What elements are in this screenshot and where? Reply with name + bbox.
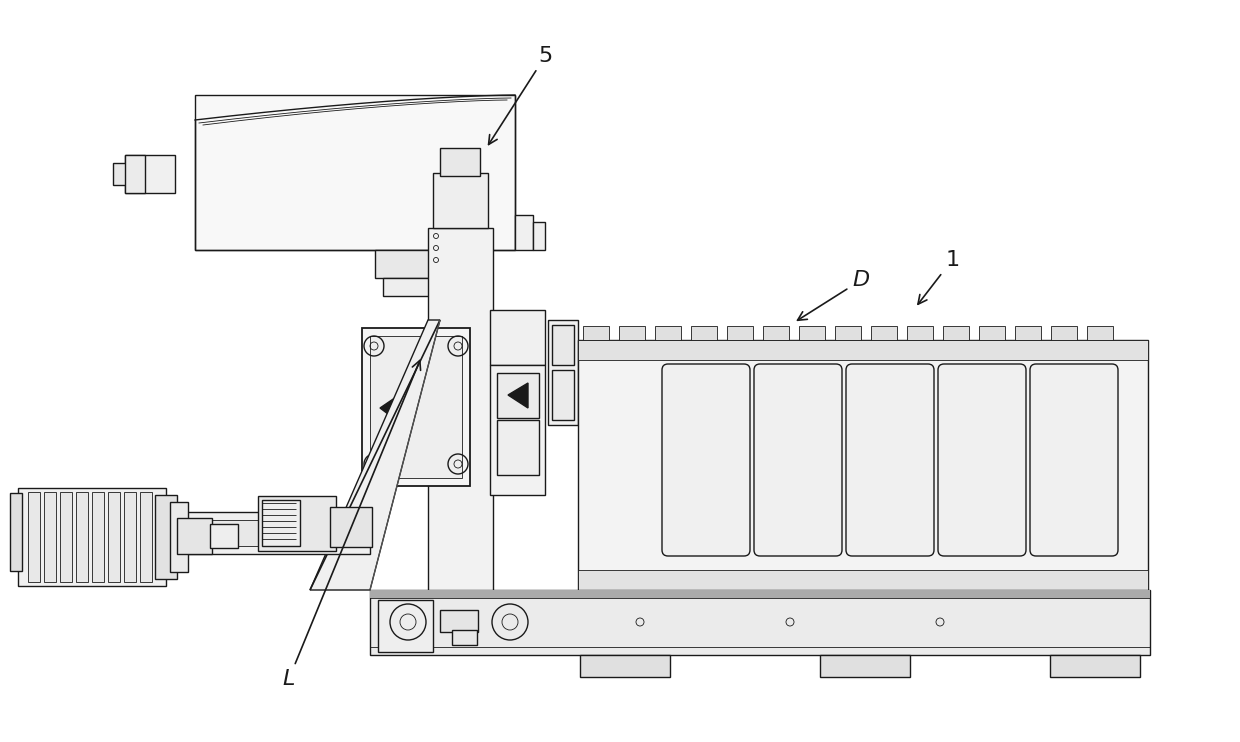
- FancyBboxPatch shape: [662, 364, 750, 556]
- Text: D: D: [797, 271, 869, 321]
- Bar: [124, 492, 136, 582]
- Bar: [140, 492, 153, 582]
- Bar: [1087, 326, 1114, 340]
- Bar: [861, 380, 920, 450]
- Bar: [1052, 326, 1078, 340]
- FancyBboxPatch shape: [754, 364, 842, 556]
- Bar: [768, 460, 828, 525]
- Bar: [1052, 518, 1096, 536]
- Bar: [10, 493, 22, 571]
- Bar: [952, 460, 1012, 525]
- Bar: [676, 380, 737, 450]
- Text: L: L: [283, 361, 420, 689]
- Bar: [29, 492, 40, 582]
- Bar: [533, 222, 546, 250]
- Bar: [552, 325, 574, 365]
- Bar: [490, 310, 546, 365]
- Bar: [113, 163, 128, 185]
- Bar: [497, 373, 539, 418]
- Bar: [980, 326, 1004, 340]
- Bar: [490, 365, 546, 495]
- Bar: [43, 492, 56, 582]
- FancyBboxPatch shape: [846, 364, 934, 556]
- Bar: [691, 326, 717, 340]
- Bar: [799, 326, 825, 340]
- Bar: [76, 492, 88, 582]
- Bar: [684, 518, 728, 536]
- Bar: [378, 600, 433, 652]
- Bar: [258, 496, 336, 551]
- Bar: [1044, 460, 1104, 525]
- Bar: [619, 326, 645, 340]
- Bar: [583, 326, 609, 340]
- Bar: [433, 173, 489, 228]
- Bar: [19, 488, 166, 586]
- Bar: [370, 590, 1149, 655]
- Bar: [100, 512, 370, 554]
- Bar: [497, 420, 539, 475]
- Bar: [870, 326, 897, 340]
- Bar: [763, 326, 789, 340]
- Polygon shape: [508, 383, 528, 408]
- Bar: [835, 326, 861, 340]
- Bar: [453, 630, 477, 645]
- Bar: [1050, 655, 1140, 677]
- Polygon shape: [310, 320, 440, 590]
- Bar: [942, 326, 968, 340]
- Bar: [60, 492, 72, 582]
- Bar: [262, 500, 300, 546]
- Bar: [861, 460, 920, 525]
- Bar: [580, 655, 670, 677]
- Polygon shape: [379, 393, 402, 423]
- Bar: [655, 326, 681, 340]
- Text: 5: 5: [489, 46, 553, 145]
- Bar: [952, 380, 1012, 450]
- Bar: [210, 524, 238, 548]
- Bar: [170, 502, 188, 572]
- Bar: [92, 492, 104, 582]
- Bar: [330, 507, 372, 547]
- Bar: [100, 520, 370, 546]
- Bar: [370, 590, 1149, 598]
- Bar: [362, 328, 470, 486]
- FancyBboxPatch shape: [937, 364, 1025, 556]
- Bar: [1044, 380, 1104, 450]
- Bar: [578, 340, 1148, 360]
- Bar: [370, 336, 463, 478]
- FancyBboxPatch shape: [1030, 364, 1118, 556]
- Text: 1: 1: [918, 250, 960, 304]
- Bar: [776, 518, 820, 536]
- Bar: [868, 518, 911, 536]
- Bar: [440, 148, 480, 176]
- Bar: [727, 326, 753, 340]
- Bar: [548, 320, 578, 425]
- Bar: [383, 278, 451, 296]
- Bar: [195, 95, 515, 250]
- Bar: [820, 655, 910, 677]
- Bar: [578, 570, 1148, 590]
- Bar: [906, 326, 932, 340]
- Bar: [440, 610, 477, 632]
- Bar: [155, 495, 177, 579]
- Bar: [125, 155, 145, 193]
- Bar: [1016, 326, 1042, 340]
- Bar: [108, 492, 120, 582]
- Bar: [552, 370, 574, 420]
- Bar: [960, 518, 1004, 536]
- Bar: [177, 518, 212, 554]
- Bar: [374, 250, 460, 278]
- Bar: [578, 340, 1148, 590]
- Bar: [768, 380, 828, 450]
- Bar: [428, 228, 494, 648]
- Bar: [125, 155, 175, 193]
- Bar: [515, 215, 533, 250]
- Bar: [676, 460, 737, 525]
